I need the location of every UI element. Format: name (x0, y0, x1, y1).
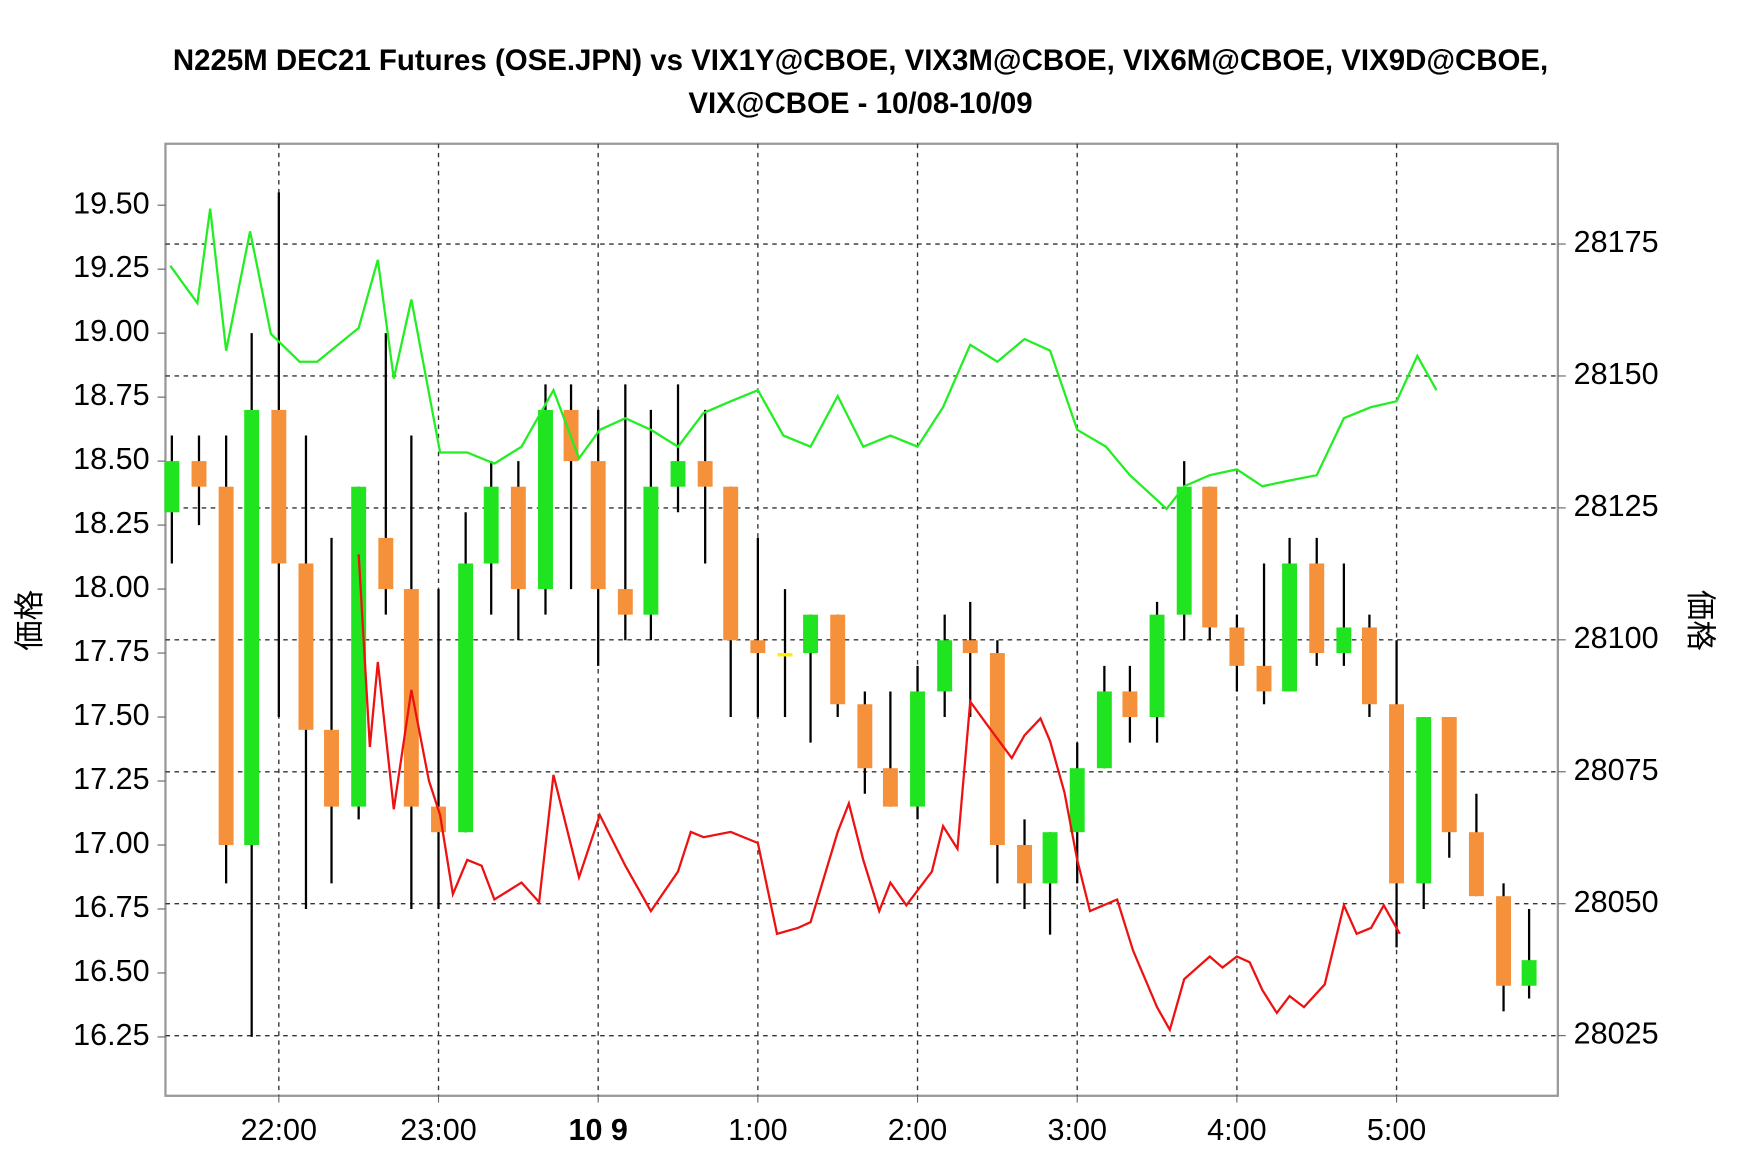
y-tick-label: 17.25 (73, 762, 149, 796)
candle-body (1521, 960, 1537, 986)
y2-tick-label: 28100 (1574, 621, 1659, 655)
line-series (357, 554, 1401, 1033)
x-tick-label: 5:00 (1367, 1113, 1426, 1147)
candle-body (617, 589, 633, 615)
candle-body (1441, 717, 1457, 833)
candle-body (1122, 691, 1138, 718)
y2-tick-label: 28125 (1574, 489, 1659, 523)
plot-frame (164, 142, 1559, 1097)
y2-tick-label: 28050 (1574, 885, 1659, 919)
candle-body (324, 729, 339, 807)
candle-body (1042, 832, 1058, 884)
x-tick-label: 1:00 (728, 1113, 787, 1147)
candle-body (1389, 704, 1405, 884)
candle-body (191, 461, 207, 487)
candle-body (1149, 614, 1165, 718)
candle-body (1229, 627, 1245, 666)
y-tick-label: 17.75 (73, 634, 149, 668)
candle-body (1496, 896, 1512, 986)
candle-body (1361, 627, 1377, 705)
candle-body (830, 614, 846, 705)
candle-body (590, 461, 606, 590)
candle-body (298, 563, 314, 730)
candle-body (1416, 717, 1432, 884)
y2-tick-label: 28075 (1574, 753, 1659, 787)
chart-title: VIX@CBOE - 10/08-10/09 (688, 87, 1032, 120)
candle-body (1096, 691, 1112, 769)
x-tick-label: 4:00 (1207, 1113, 1266, 1147)
y-tick-label: 18.75 (73, 378, 149, 412)
candle-body (643, 486, 659, 615)
candle-body (697, 461, 713, 487)
candle-body (723, 486, 739, 641)
candle-body (271, 409, 287, 564)
x-tick-label: 2:00 (888, 1113, 947, 1147)
candle-body (670, 461, 686, 487)
candle-body (1309, 563, 1325, 654)
y2-axis-label: 価格 (1683, 590, 1717, 651)
y-tick-label: 16.25 (73, 1018, 149, 1052)
y2-tick-label: 28175 (1574, 225, 1659, 259)
candle-body (937, 640, 953, 692)
candle-body (989, 653, 1005, 845)
candle-body (882, 768, 898, 807)
y2-tick-label: 28025 (1574, 1017, 1659, 1051)
candle-body (403, 589, 419, 807)
candle-body (1468, 832, 1484, 897)
candle-body (483, 486, 499, 564)
x-tick-label: 22:00 (241, 1113, 317, 1147)
candle-body (1256, 665, 1272, 692)
y-axis-label: 価格 (13, 590, 47, 651)
y-tick-label: 18.00 (73, 570, 149, 604)
candle-body (1282, 563, 1298, 692)
y-tick-label: 18.25 (73, 506, 149, 540)
chart-title: N225M DEC21 Futures (OSE.JPN) vs VIX1Y@C… (173, 44, 1548, 77)
y-tick-label: 19.00 (73, 314, 149, 348)
x-tick-label: 3:00 (1047, 1113, 1106, 1147)
candle-body (777, 653, 793, 657)
candle-body (910, 691, 926, 807)
candle-body (750, 640, 766, 654)
candle-body (1202, 486, 1218, 628)
candle-body (538, 409, 553, 590)
candle-body (458, 563, 474, 833)
candle-body (1069, 768, 1085, 833)
candle-body (244, 409, 260, 845)
y-tick-label: 19.50 (73, 186, 149, 220)
candle-body (962, 640, 978, 654)
candle-body (164, 461, 180, 513)
y2-tick-label: 28150 (1574, 357, 1659, 391)
y-tick-label: 16.50 (73, 954, 149, 988)
y-tick-label: 18.50 (73, 442, 149, 476)
candle-body (1176, 486, 1192, 615)
candle-body (378, 537, 394, 590)
candle-body (351, 486, 367, 807)
candle-body (1336, 627, 1352, 654)
line-series (169, 208, 1438, 511)
candle-body (803, 614, 819, 654)
y-tick-label: 17.50 (73, 698, 149, 732)
y-tick-label: 17.00 (73, 826, 149, 860)
x-tick-label: 10 9 (568, 1113, 627, 1147)
candle-body (218, 486, 234, 845)
y-tick-label: 19.25 (73, 250, 149, 284)
x-tick-label: 23:00 (400, 1113, 476, 1147)
y-tick-label: 16.75 (73, 890, 149, 924)
candle-body (857, 704, 873, 769)
candle-body (510, 486, 526, 590)
candle-body (1017, 844, 1032, 884)
